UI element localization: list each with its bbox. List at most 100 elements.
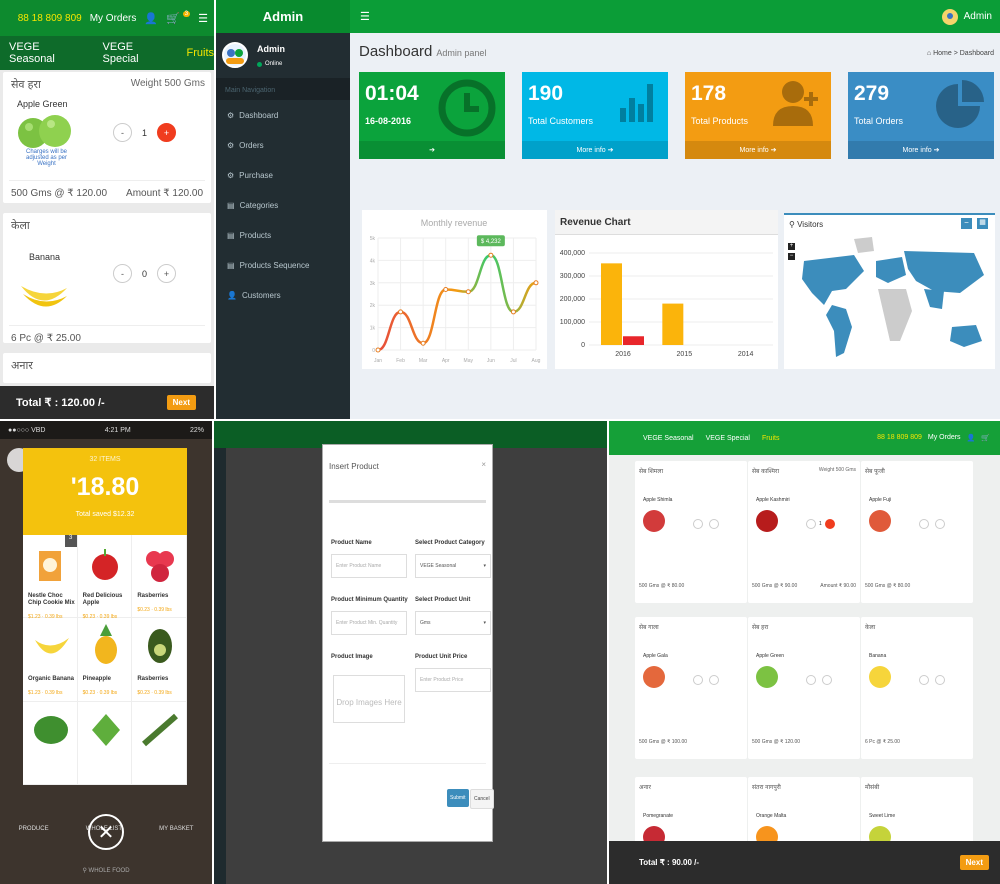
close-icon[interactable]: ✕ bbox=[88, 814, 124, 850]
x-tick-label: Apr bbox=[442, 358, 450, 364]
decrease-button[interactable] bbox=[806, 675, 816, 685]
decrease-button[interactable] bbox=[919, 675, 929, 685]
gear-icon: ⚙ bbox=[227, 140, 235, 150]
increase-button[interactable] bbox=[935, 519, 945, 529]
tab-vege-special[interactable]: VEGE Special bbox=[102, 41, 139, 65]
min-qty-input[interactable]: Enter Product Min. Quantity bbox=[331, 611, 407, 635]
user-menu[interactable]: Admin bbox=[941, 8, 992, 25]
revenue-bar[interactable] bbox=[623, 336, 644, 345]
product-name: Banana bbox=[29, 252, 61, 262]
data-point[interactable] bbox=[510, 309, 516, 315]
zoom-out-button[interactable]: − bbox=[788, 253, 795, 260]
decrease-button[interactable] bbox=[806, 519, 816, 529]
data-point[interactable] bbox=[420, 340, 426, 346]
product-tile[interactable] bbox=[132, 701, 187, 785]
fruit-image bbox=[869, 666, 891, 688]
tab-vege-seasonal[interactable]: VEGE Seasonal bbox=[643, 434, 694, 442]
close-icon[interactable]: × bbox=[481, 460, 486, 469]
sidebar-item-categories[interactable]: ▤ Categories bbox=[227, 200, 279, 210]
sidebar-toggle-icon[interactable]: ☰ bbox=[360, 11, 370, 23]
decrease-button[interactable] bbox=[693, 519, 703, 529]
product-tile[interactable]: Pineapple $0.23 · 0.39 lbs bbox=[77, 618, 133, 702]
increase-button[interactable]: + bbox=[157, 123, 177, 142]
data-point[interactable] bbox=[465, 289, 471, 295]
clock-more-button[interactable]: ➔ bbox=[359, 141, 505, 159]
data-point[interactable] bbox=[533, 280, 539, 286]
sidebar-item-products-sequence[interactable]: ▤ Products Sequence bbox=[227, 260, 310, 270]
revenue-bar[interactable] bbox=[662, 303, 684, 345]
data-point[interactable] bbox=[488, 252, 494, 258]
unit-price-input[interactable]: Enter Product Price bbox=[415, 668, 491, 692]
breadcrumb[interactable]: ⌂ Home > Dashboard bbox=[926, 50, 994, 57]
user-icon[interactable]: 👤 bbox=[144, 12, 159, 25]
product-tile[interactable]: Nestle Choc Chip Cookie Mix $1.23 · 0.39… bbox=[23, 535, 78, 620]
next-button[interactable]: Next bbox=[959, 855, 989, 870]
sidebar-item-products[interactable]: ▤ Products bbox=[227, 230, 272, 240]
phone-number[interactable]: 88 18 809 809 bbox=[17, 12, 82, 24]
my-orders-link[interactable]: My Orders bbox=[927, 434, 961, 441]
user-icon[interactable]: 👤 bbox=[966, 435, 976, 442]
next-button[interactable]: Next bbox=[166, 395, 196, 410]
increase-button[interactable]: + bbox=[157, 264, 177, 283]
zoom-in-button[interactable]: + bbox=[788, 243, 795, 250]
product-tile[interactable]: Rasberries $0.23 · 0.39 lbs bbox=[132, 535, 187, 619]
product-name-input[interactable]: Enter Product Name bbox=[331, 554, 407, 578]
cart-icon[interactable]: 🛒 bbox=[981, 435, 990, 442]
increase-button[interactable] bbox=[935, 675, 945, 685]
produce-tab[interactable]: PRODUCE bbox=[18, 826, 49, 832]
product-tile[interactable]: Organic Banana $1.23 · 0.39 lbs bbox=[23, 618, 78, 702]
decrease-button[interactable] bbox=[919, 519, 929, 529]
submit-button[interactable]: Submit bbox=[447, 789, 469, 807]
increase-button[interactable] bbox=[709, 519, 719, 529]
decrease-button[interactable]: - bbox=[113, 123, 132, 142]
cart-total-bar: Total ₹ : 90.00 /- Next bbox=[609, 841, 1000, 884]
sidebar-item-dashboard[interactable]: ⚙ Dashboard bbox=[227, 110, 279, 120]
chart-title: Monthly revenue bbox=[421, 218, 488, 228]
product-tile[interactable] bbox=[23, 701, 78, 785]
category-select[interactable]: VEGE Seasonal ▾ bbox=[415, 554, 491, 578]
increase-button[interactable] bbox=[709, 675, 719, 685]
admin-brand[interactable]: Admin bbox=[216, 0, 350, 33]
image-dropzone[interactable]: Drop Images Here bbox=[333, 675, 405, 723]
collapse-button[interactable]: − bbox=[961, 218, 972, 229]
products-more-info[interactable]: More info ➔ bbox=[685, 141, 831, 159]
cart-icon[interactable]: 🛒 bbox=[166, 12, 180, 25]
modal-backdrop[interactable] bbox=[214, 421, 607, 884]
sidebar-item-purchase[interactable]: ⚙ Purchase bbox=[227, 170, 273, 180]
tab-vege-special[interactable]: VEGE Special bbox=[705, 434, 750, 442]
tab-fruits[interactable]: Fruits bbox=[761, 434, 780, 442]
my-orders-link[interactable]: My Orders bbox=[89, 12, 137, 24]
customers-more-info[interactable]: More info ➔ bbox=[522, 141, 668, 159]
tab-vege-seasonal[interactable]: VEGE Seasonal bbox=[9, 41, 55, 65]
increase-button[interactable] bbox=[824, 519, 835, 529]
unit-label: Select Product Unit bbox=[415, 597, 471, 603]
phone-number[interactable]: 88 18 809 809 bbox=[877, 434, 922, 441]
product-tile[interactable] bbox=[77, 701, 133, 785]
menu-icon[interactable]: ☰ bbox=[198, 12, 208, 25]
data-point[interactable] bbox=[443, 287, 449, 293]
decrease-button[interactable] bbox=[693, 675, 703, 685]
calendar-icon[interactable]: ▦ bbox=[977, 218, 988, 229]
decrease-button[interactable]: - bbox=[113, 264, 132, 283]
orders-more-info[interactable]: More info ➔ bbox=[848, 141, 994, 159]
product-tile[interactable]: Rasberries $0.23 · 0.39 lbs bbox=[132, 618, 187, 702]
product-tile[interactable]: Red Delicious Apple $0.23 · 0.39 lbs bbox=[77, 535, 133, 620]
sidebar-item-orders[interactable]: ⚙ Orders bbox=[227, 140, 264, 150]
sidebar-item-customers[interactable]: 👤 Customers bbox=[227, 290, 281, 300]
quantity-stepper: 1 bbox=[806, 519, 835, 529]
unit-select[interactable]: Gms ▾ bbox=[415, 611, 491, 635]
increase-button[interactable] bbox=[822, 675, 832, 685]
my-basket-tab[interactable]: MY BASKET bbox=[159, 826, 194, 832]
cancel-button[interactable]: Cancel bbox=[470, 789, 494, 809]
tab-fruits[interactable]: Fruits bbox=[186, 47, 215, 59]
quantity-stepper bbox=[693, 519, 719, 529]
divider bbox=[329, 763, 486, 764]
data-point[interactable] bbox=[375, 347, 381, 353]
orders-value: 279 bbox=[854, 82, 890, 105]
revenue-bar[interactable] bbox=[601, 263, 622, 345]
customers-label: Total Customers bbox=[528, 116, 594, 126]
product-hindi-name: अनार bbox=[639, 785, 651, 791]
items-count: 32 ITEMS bbox=[89, 456, 121, 463]
quantity-stepper bbox=[919, 675, 945, 685]
data-point[interactable] bbox=[398, 309, 404, 315]
